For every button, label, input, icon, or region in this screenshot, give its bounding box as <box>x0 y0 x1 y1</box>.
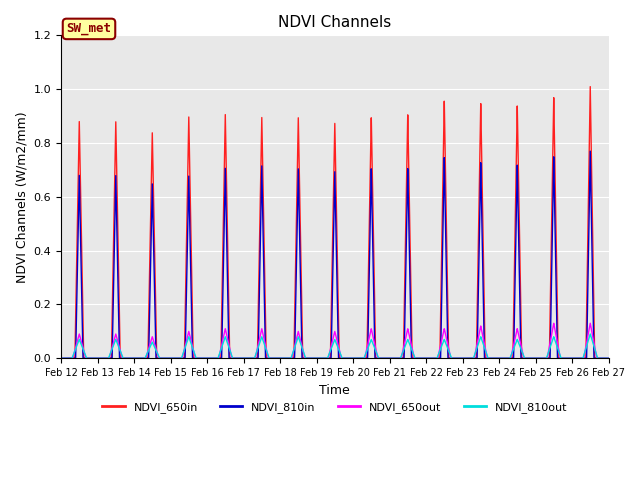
NDVI_810out <box>603 355 611 361</box>
NDVI_650out <box>603 355 611 361</box>
NDVI_650out <box>605 355 612 361</box>
NDVI_810in <box>488 355 496 361</box>
NDVI_810in <box>586 148 594 154</box>
NDVI_650out <box>174 355 182 361</box>
NDVI_650in <box>174 355 182 361</box>
Line: NDVI_650out: NDVI_650out <box>61 323 609 358</box>
NDVI_650out <box>57 355 65 361</box>
Line: NDVI_650in: NDVI_650in <box>61 86 609 358</box>
X-axis label: Time: Time <box>319 384 350 396</box>
Text: SW_met: SW_met <box>67 23 111 36</box>
NDVI_810in <box>57 355 65 361</box>
NDVI_810in <box>410 355 418 361</box>
NDVI_650in <box>410 355 418 361</box>
NDVI_650out <box>410 355 418 360</box>
NDVI_650out <box>586 320 594 326</box>
NDVI_650in <box>262 345 270 350</box>
NDVI_810out <box>605 355 612 361</box>
NDVI_650in <box>586 84 594 89</box>
NDVI_810out <box>168 355 176 361</box>
NDVI_810out <box>586 331 594 337</box>
NDVI_810out <box>488 355 496 361</box>
NDVI_810in <box>168 355 176 361</box>
NDVI_650in <box>605 355 612 361</box>
NDVI_810out <box>262 346 270 352</box>
NDVI_810in <box>174 355 182 361</box>
Legend: NDVI_650in, NDVI_810in, NDVI_650out, NDVI_810out: NDVI_650in, NDVI_810in, NDVI_650out, NDV… <box>98 397 572 417</box>
NDVI_810in <box>262 355 270 361</box>
NDVI_810in <box>605 355 612 361</box>
NDVI_650in <box>603 355 611 361</box>
NDVI_810out <box>410 353 418 359</box>
NDVI_650out <box>262 345 270 350</box>
Title: NDVI Channels: NDVI Channels <box>278 15 392 30</box>
NDVI_650in <box>57 355 65 361</box>
Line: NDVI_810out: NDVI_810out <box>61 334 609 358</box>
NDVI_650out <box>168 355 176 361</box>
Line: NDVI_810in: NDVI_810in <box>61 151 609 358</box>
NDVI_810out <box>57 355 65 361</box>
NDVI_650in <box>168 355 176 361</box>
NDVI_650in <box>488 355 496 361</box>
NDVI_810in <box>603 355 611 361</box>
Y-axis label: NDVI Channels (W/m2/mm): NDVI Channels (W/m2/mm) <box>15 111 28 283</box>
NDVI_810out <box>174 355 182 361</box>
NDVI_650out <box>488 355 496 361</box>
